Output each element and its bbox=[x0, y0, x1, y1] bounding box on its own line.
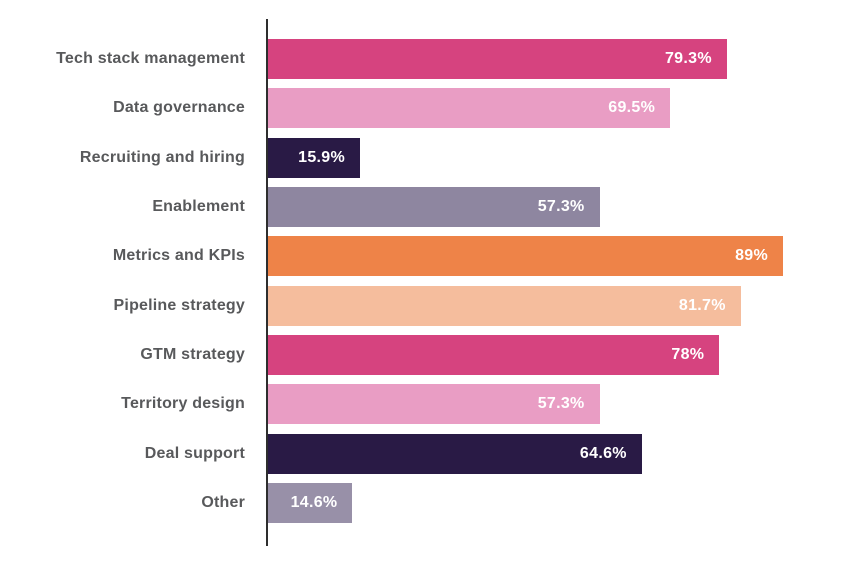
bar: 81.7% bbox=[268, 285, 741, 326]
bar-row: Metrics and KPIs 89% bbox=[0, 236, 844, 277]
bar: 64.6% bbox=[268, 433, 642, 474]
category-label: Territory design bbox=[121, 395, 245, 413]
category-label: GTM strategy bbox=[140, 346, 245, 364]
value-label: 81.7% bbox=[678, 296, 726, 314]
bar: 79.3% bbox=[268, 39, 727, 79]
bar-row: Other 14.6% bbox=[0, 483, 844, 524]
category-label: Recruiting and hiring bbox=[79, 148, 245, 166]
bar: 15.9% bbox=[268, 137, 360, 178]
category-label: Pipeline strategy bbox=[113, 296, 245, 314]
bar: 69.5% bbox=[268, 88, 671, 129]
bar-row: Pipeline strategy 81.7% bbox=[0, 285, 844, 326]
bar-row: Recruiting and hiring 15.9% bbox=[0, 137, 844, 178]
category-label: Metrics and KPIs bbox=[112, 247, 245, 265]
bar: 89% bbox=[268, 236, 783, 277]
bar-row: GTM strategy 78% bbox=[0, 335, 844, 376]
bar: 57.3% bbox=[268, 384, 600, 425]
value-label: 89% bbox=[735, 247, 768, 265]
value-label: 64.6% bbox=[579, 444, 627, 462]
value-label: 57.3% bbox=[537, 395, 585, 413]
category-label: Data governance bbox=[113, 99, 245, 117]
value-label: 78% bbox=[671, 346, 705, 364]
value-label: 15.9% bbox=[298, 148, 345, 166]
bar-row: Territory design 57.3% bbox=[0, 384, 844, 425]
bar-row: Tech stack management 79.3% bbox=[0, 39, 844, 79]
value-label: 69.5% bbox=[608, 99, 656, 117]
value-label: 79.3% bbox=[664, 50, 712, 67]
y-axis-line bbox=[266, 19, 268, 546]
category-label: Enablement bbox=[152, 198, 245, 216]
category-label: Deal support bbox=[144, 444, 245, 462]
bar-row: Deal support 64.6% bbox=[0, 433, 844, 474]
category-label: Other bbox=[201, 494, 245, 512]
value-label: 57.3% bbox=[537, 198, 585, 216]
bar: 78% bbox=[268, 335, 720, 376]
bar: 14.6% bbox=[268, 483, 353, 524]
bar-row: Data governance 69.5% bbox=[0, 88, 844, 129]
bar-row: Enablement 57.3% bbox=[0, 187, 844, 228]
bar: 57.3% bbox=[268, 187, 600, 228]
category-label: Tech stack management bbox=[56, 50, 245, 67]
value-label: 14.6% bbox=[290, 494, 338, 512]
